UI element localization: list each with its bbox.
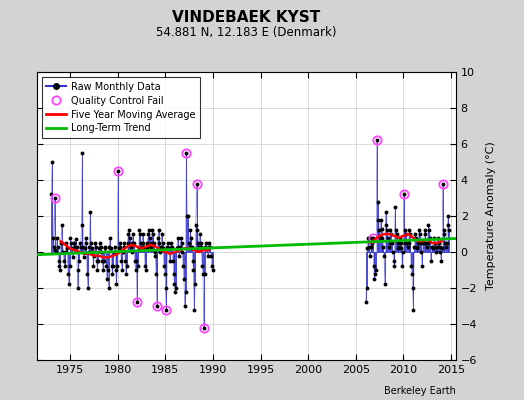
Text: Berkeley Earth: Berkeley Earth bbox=[384, 386, 456, 396]
Text: 54.881 N, 12.183 E (Denmark): 54.881 N, 12.183 E (Denmark) bbox=[156, 26, 336, 39]
Text: VINDEBAEK KYST: VINDEBAEK KYST bbox=[172, 10, 320, 25]
Y-axis label: Temperature Anomaly (°C): Temperature Anomaly (°C) bbox=[486, 142, 496, 290]
Legend: Raw Monthly Data, Quality Control Fail, Five Year Moving Average, Long-Term Tren: Raw Monthly Data, Quality Control Fail, … bbox=[41, 77, 200, 138]
